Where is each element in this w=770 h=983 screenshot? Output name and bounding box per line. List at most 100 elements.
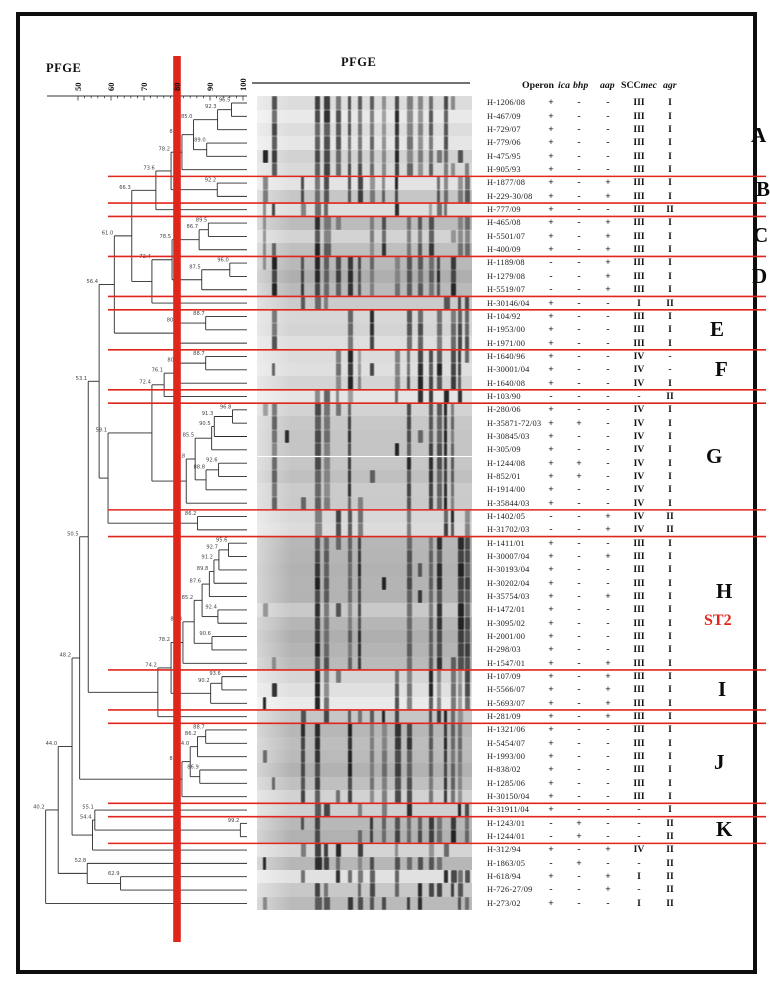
- gel-band: [315, 843, 321, 857]
- gel-band: [263, 696, 267, 710]
- gel-band: [429, 776, 434, 790]
- gel-band: [458, 683, 462, 697]
- marker-value-agr: I: [668, 97, 672, 109]
- marker-value-aap: +: [605, 697, 611, 709]
- marker-value-aap: -: [606, 430, 610, 442]
- marker-value-ica: +: [548, 310, 554, 322]
- gel-band: [429, 243, 435, 257]
- gel-band: [324, 96, 331, 110]
- marker-value-agr: II: [666, 844, 674, 856]
- gel-band: [382, 803, 388, 817]
- gel-band: [301, 763, 305, 777]
- gel-band: [348, 523, 353, 537]
- gel-lane: [257, 683, 472, 697]
- gel-band: [382, 176, 386, 190]
- strain-row: H-30146/04 + - - I II: [0, 297, 770, 310]
- gel-band: [263, 176, 269, 190]
- gel-band: [315, 683, 320, 697]
- gel-band: [315, 696, 320, 710]
- strain-row: H-1321/06 + - - III I: [0, 723, 770, 736]
- marker-value-agr: I: [668, 804, 672, 816]
- gel-band: [407, 816, 412, 831]
- gel-band: [263, 149, 268, 164]
- marker-value-bhp: -: [577, 150, 581, 162]
- gel-band: [451, 816, 456, 831]
- gel-band: [465, 870, 470, 884]
- gel-band: [301, 723, 305, 737]
- gel-band: [407, 896, 411, 911]
- gel-band: [407, 349, 411, 364]
- marker-value-agr: I: [668, 711, 672, 723]
- gel-band: [315, 749, 321, 764]
- marker-value-ica: +: [548, 590, 554, 602]
- gel-band: [458, 736, 462, 750]
- gel-band: [315, 123, 320, 137]
- gel-band: [465, 696, 470, 710]
- gel-band: [395, 816, 401, 831]
- marker-value-ica: +: [548, 804, 554, 816]
- gel-band: [407, 469, 411, 484]
- gel-band: [465, 523, 471, 537]
- marker-value-sccmec: IV: [633, 430, 645, 442]
- gel-band: [444, 456, 448, 470]
- gel-band: [370, 749, 374, 764]
- gel-band: [324, 589, 329, 604]
- gel-band: [444, 429, 448, 444]
- gel-band: [418, 123, 424, 137]
- marker-value-agr: I: [668, 217, 672, 229]
- header-aap-label: aap: [600, 80, 615, 91]
- gel-band: [315, 790, 321, 804]
- marker-value-ica: -: [549, 857, 553, 869]
- gel-band: [315, 576, 320, 590]
- gel-band: [348, 509, 353, 524]
- gel-band: [336, 349, 341, 364]
- strain-row: H-726-27/09 - - + - II: [0, 883, 770, 896]
- strain-id: H-1953/00: [487, 325, 526, 335]
- gel-band: [324, 296, 329, 310]
- marker-value-ica: +: [548, 724, 554, 736]
- marker-value-bhp: -: [577, 590, 581, 602]
- gel-band: [395, 96, 399, 110]
- gel-band: [324, 216, 331, 230]
- gel-band: [272, 309, 277, 324]
- gel-band: [315, 669, 320, 684]
- gel-band: [370, 149, 375, 164]
- marker-value-aap: -: [606, 817, 610, 829]
- strain-row: H-1547/01 + - + III I: [0, 657, 770, 670]
- marker-value-sccmec: III: [633, 644, 645, 656]
- gel-band: [418, 229, 423, 244]
- gel-band: [315, 763, 321, 777]
- marker-value-sccmec: -: [637, 804, 641, 816]
- strain-row: H-1243/01 - + - - II: [0, 817, 770, 830]
- gel-band: [348, 323, 354, 337]
- gel-band: [395, 843, 398, 857]
- marker-value-aap: -: [606, 457, 610, 469]
- gel-band: [407, 776, 412, 790]
- marker-value-bhp: -: [577, 510, 581, 522]
- strain-row: H-779/06 + - - III I: [0, 136, 770, 149]
- header-sccmec: SCCmec: [621, 80, 657, 91]
- gel-band: [315, 176, 320, 190]
- marker-value-ica: -: [549, 524, 553, 536]
- cluster-letter-F: F: [715, 357, 728, 381]
- marker-value-sccmec: IV: [633, 844, 645, 856]
- marker-value-ica: -: [549, 284, 553, 296]
- marker-value-ica: +: [548, 871, 554, 883]
- gel-band: [418, 243, 423, 257]
- gel-band: [263, 403, 269, 417]
- marker-value-sccmec: IV: [633, 404, 645, 416]
- gel-band: [458, 870, 463, 884]
- gel-band: [315, 830, 321, 844]
- strain-id: H-104/92: [487, 311, 521, 321]
- marker-value-ica: +: [548, 671, 554, 683]
- gel-band: [382, 816, 386, 831]
- strain-id: H-1993/00: [487, 752, 526, 762]
- marker-value-sccmec: III: [633, 137, 645, 149]
- marker-value-agr: I: [668, 110, 672, 122]
- gel-band: [444, 483, 448, 497]
- gel-band: [370, 243, 374, 257]
- gel-band: [315, 656, 320, 670]
- gel-band: [429, 790, 434, 804]
- gel-band: [465, 163, 470, 177]
- gel-lane: [257, 669, 472, 684]
